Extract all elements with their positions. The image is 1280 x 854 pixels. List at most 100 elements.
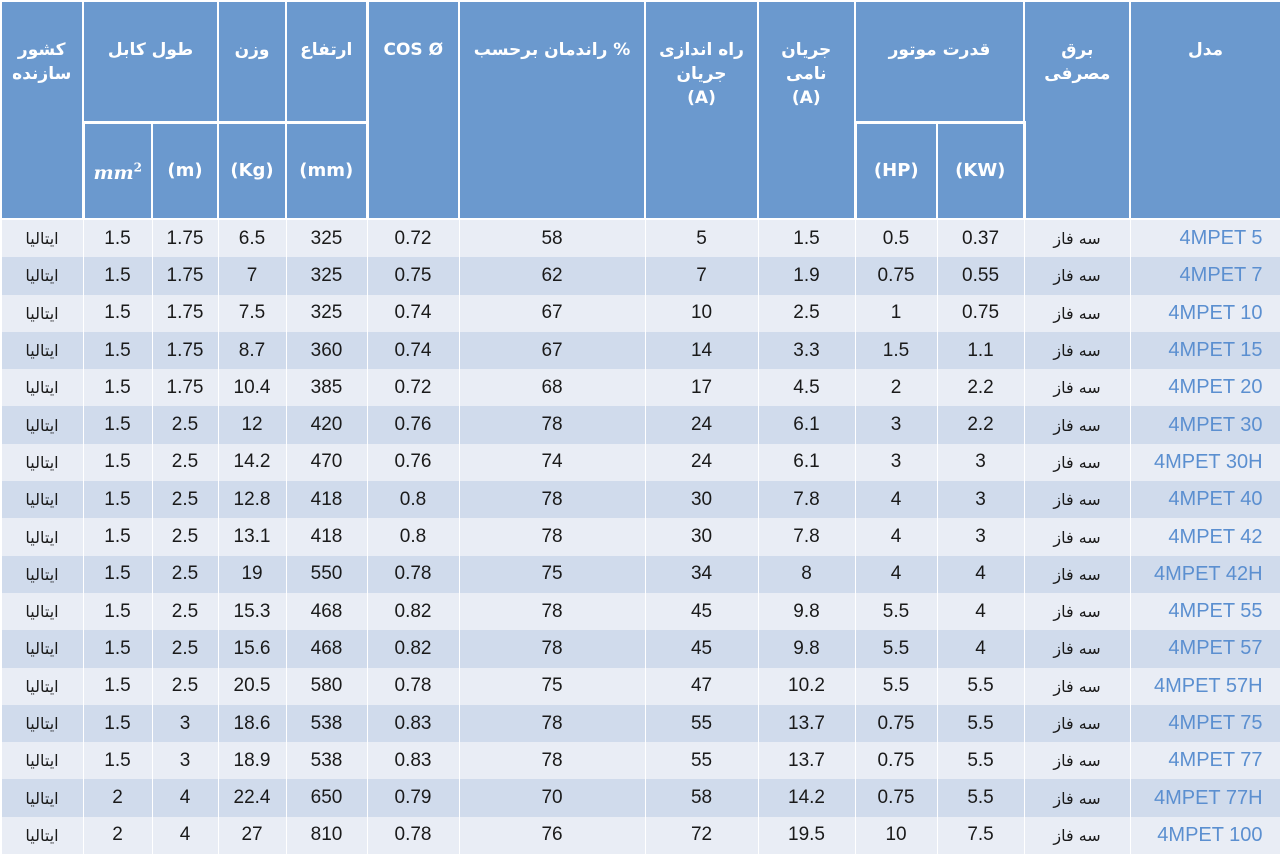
cell-cable-section: 1.5 (82, 555, 153, 593)
cell-model: 4MPET 55 (1129, 592, 1280, 631)
cell-cos-phi: 0.79 (366, 779, 460, 817)
cell-height: 550 (285, 555, 368, 593)
table-row: ایتالیا 1.5 2.5 14.2 470 0.76 74 24 6.1 3 3 سه فاز 4… (0, 443, 1280, 482)
cell-weight: 18.6 (217, 704, 287, 743)
cell-cos-phi: 0.82 (366, 630, 460, 668)
cell-cable-section: 2 (82, 816, 153, 854)
cell-country: ایتالیا (0, 518, 84, 556)
cell-starting-current: 14 (644, 331, 759, 370)
cell-weight: 6.5 (217, 219, 287, 258)
cell-weight: 15.3 (217, 592, 287, 631)
cell-cable-length: 1.75 (151, 331, 219, 370)
header-motor-power: قدرت موتور (854, 0, 1026, 124)
cell-country: ایتالیا (0, 481, 84, 519)
cell-country: ایتالیا (0, 257, 84, 295)
cell-nominal-current: 7.8 (757, 481, 856, 519)
cell-power-supply: سه فاز (1023, 294, 1131, 332)
cell-power-supply: سه فاز (1023, 369, 1131, 407)
cell-efficiency: 62 (458, 257, 646, 295)
cell-height: 810 (285, 816, 368, 854)
cell-efficiency: 70 (458, 779, 646, 817)
cell-nominal-current: 13.7 (757, 742, 856, 780)
cell-power-supply: سه فاز (1023, 630, 1131, 668)
header-weight: وزن (217, 0, 288, 124)
cell-power-hp: 1.5 (854, 331, 938, 370)
cell-cos-phi: 0.72 (366, 369, 460, 407)
cell-power-supply: سه فاز (1023, 443, 1131, 482)
cell-cable-section: 1.5 (82, 443, 153, 482)
cell-power-hp: 4 (854, 481, 938, 519)
cell-cable-length: 1.75 (151, 257, 219, 295)
cell-height: 418 (285, 481, 368, 519)
cell-efficiency: 67 (458, 331, 646, 370)
cell-weight: 7.5 (217, 294, 287, 332)
table-row: ایتالیا 2 4 27 810 0.78 76 72 19.5 10 7.5 سه فاز 4MP… (0, 816, 1280, 854)
cell-height: 420 (285, 406, 368, 444)
cell-cable-length: 3 (151, 704, 219, 743)
cell-model: 4MPET 75 (1129, 704, 1280, 743)
cell-country: ایتالیا (0, 704, 84, 743)
cell-power-hp: 4 (854, 555, 938, 593)
subheader-cable-section: mm2 (81, 121, 153, 220)
cell-power-kw: 5.5 (936, 704, 1025, 743)
header-efficiency: راندمان برحسب % (458, 0, 647, 220)
cell-cos-phi: 0.74 (366, 331, 460, 370)
cell-height: 650 (285, 779, 368, 817)
cell-model: 4MPET 40 (1129, 481, 1280, 519)
table-row: ایتالیا 1.5 2.5 13.1 418 0.8 78 30 7.8 4 3 سه فاز 4M… (0, 518, 1280, 556)
cell-weight: 15.6 (217, 630, 287, 668)
cell-power-kw: 4 (936, 555, 1025, 593)
cell-power-hp: 0.75 (854, 742, 938, 780)
cell-cable-length: 2.5 (151, 667, 219, 705)
cell-country: ایتالیا (0, 630, 84, 668)
cell-model: 4MPET 5 (1129, 219, 1280, 258)
table-row: ایتالیا 1.5 2.5 20.5 580 0.78 75 47 10.2 5.5 5.5 سه… (0, 667, 1280, 705)
cell-country: ایتالیا (0, 331, 84, 370)
cell-power-hp: 5.5 (854, 592, 938, 631)
cell-power-supply: سه فاز (1023, 592, 1131, 631)
cell-power-kw: 5.5 (936, 779, 1025, 817)
cell-weight: 27 (217, 816, 287, 854)
cell-weight: 7 (217, 257, 287, 295)
cell-power-hp: 4 (854, 518, 938, 556)
cell-power-kw: 1.1 (936, 331, 1025, 370)
cell-cable-section: 1.5 (82, 406, 153, 444)
cell-model: 4MPET 30 (1129, 406, 1280, 444)
cell-weight: 10.4 (217, 369, 287, 407)
cell-cable-section: 1.5 (82, 331, 153, 370)
cell-country: ایتالیا (0, 592, 84, 631)
cell-power-supply: سه فاز (1023, 257, 1131, 295)
cell-efficiency: 78 (458, 630, 646, 668)
cell-weight: 12.8 (217, 481, 287, 519)
header-country: کشور سازنده (0, 0, 84, 220)
cell-starting-current: 30 (644, 518, 759, 556)
cell-cable-length: 1.75 (151, 369, 219, 407)
cell-country: ایتالیا (0, 219, 84, 258)
cell-power-supply: سه فاز (1023, 816, 1131, 854)
cell-model: 4MPET 30H (1129, 443, 1280, 482)
cell-power-kw: 5.5 (936, 667, 1025, 705)
cell-cable-section: 1.5 (82, 742, 153, 780)
cell-power-supply: سه فاز (1023, 667, 1131, 705)
cell-cable-length: 2.5 (151, 630, 219, 668)
cell-cable-section: 1.5 (82, 257, 153, 295)
cell-starting-current: 45 (644, 592, 759, 631)
header-cable-length: طول کابل (81, 0, 220, 124)
cell-height: 468 (285, 592, 368, 631)
cell-nominal-current: 10.2 (757, 667, 856, 705)
cell-cos-phi: 0.8 (366, 518, 460, 556)
cell-country: ایتالیا (0, 779, 84, 817)
cell-cos-phi: 0.75 (366, 257, 460, 295)
cell-cos-phi: 0.78 (366, 667, 460, 705)
cell-weight: 14.2 (217, 443, 287, 482)
cell-model: 4MPET 100 (1129, 816, 1280, 854)
table-row: ایتالیا 1.5 1.75 7.5 325 0.74 67 10 2.5 1 0.75 سه ف… (0, 294, 1280, 332)
cell-power-supply: سه فاز (1023, 742, 1131, 780)
cell-nominal-current: 14.2 (757, 779, 856, 817)
cell-cable-section: 2 (82, 779, 153, 817)
header-cos-phi: COS Ø (365, 0, 461, 220)
mm-exponent: 2 (133, 160, 143, 175)
cell-weight: 18.9 (217, 742, 287, 780)
